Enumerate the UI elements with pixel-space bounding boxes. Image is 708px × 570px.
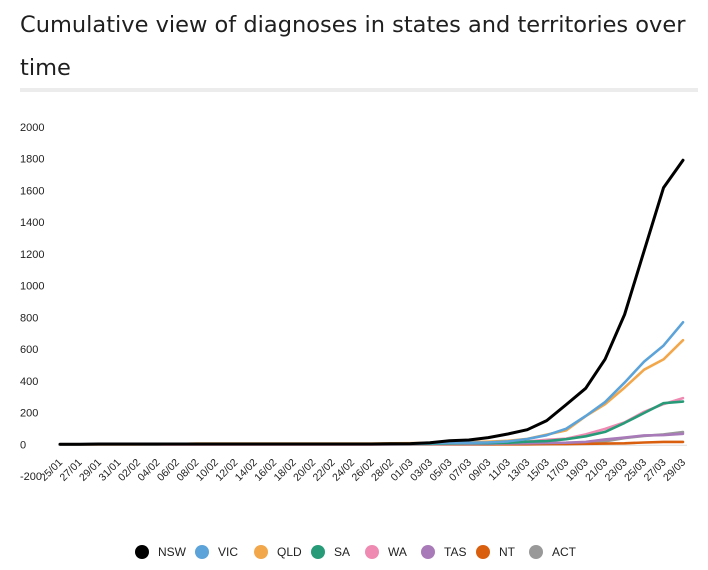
y-tick-label: 1400 xyxy=(20,217,44,229)
series-line-sa xyxy=(58,400,685,446)
legend-marker xyxy=(195,545,209,559)
legend-item-vic[interactable]: VIC xyxy=(195,545,238,559)
y-tick-label: 1600 xyxy=(20,185,44,197)
legend-marker xyxy=(254,545,268,559)
y-axis: -200 0 200 400 600 800 1000 1200 1400 1600 1800 200… xyxy=(20,122,687,483)
series-line-qld xyxy=(58,338,685,446)
title-divider xyxy=(20,88,698,92)
legend-marker xyxy=(476,545,490,559)
legend-label: WA xyxy=(388,545,407,559)
y-tick-label: 1800 xyxy=(20,154,44,166)
legend-label: SA xyxy=(334,545,350,559)
y-tick-label: 600 xyxy=(20,344,38,356)
legend-label: NSW xyxy=(158,545,187,559)
legend-label: VIC xyxy=(218,545,238,559)
x-tick-label: 29/03 xyxy=(661,457,688,484)
y-tick-label: 1200 xyxy=(20,249,44,261)
x-tick-label: 09/03 xyxy=(466,457,493,484)
legend-marker xyxy=(365,545,379,559)
y-tick-label: 2000 xyxy=(20,122,44,134)
legend-item-qld[interactable]: QLD xyxy=(254,545,302,559)
legend-marker xyxy=(421,545,435,559)
legend-label: TAS xyxy=(444,545,466,559)
legend-label: QLD xyxy=(277,545,302,559)
y-tick-label: 200 xyxy=(20,408,38,420)
legend-marker xyxy=(135,545,149,559)
legend: NSW VIC QLD SA WA TAS NT ACT xyxy=(135,545,577,559)
legend-item-wa[interactable]: WA xyxy=(365,545,407,559)
y-tick-label: 800 xyxy=(20,312,38,324)
legend-item-tas[interactable]: TAS xyxy=(421,545,466,559)
y-tick-label: 400 xyxy=(20,376,38,388)
legend-item-act[interactable]: ACT xyxy=(529,545,577,559)
chart-title: Cumulative view of diagnoses in states a… xyxy=(20,12,686,81)
y-tick-label: 0 xyxy=(20,439,26,451)
legend-marker xyxy=(311,545,325,559)
legend-item-nt[interactable]: NT xyxy=(476,545,516,559)
series-line-nsw xyxy=(58,158,685,446)
legend-marker xyxy=(529,545,543,559)
series-lines xyxy=(58,158,685,446)
series-line-wa xyxy=(58,396,685,446)
y-tick-label: 1000 xyxy=(20,281,44,293)
legend-label: NT xyxy=(499,545,516,559)
x-axis: 25/0127/0129/0131/0102/0204/0206/0208/02… xyxy=(38,457,688,484)
legend-item-nsw[interactable]: NSW xyxy=(135,545,187,559)
legend-item-sa[interactable]: SA xyxy=(311,545,350,559)
legend-label: ACT xyxy=(552,545,577,559)
y-tick-label: -200 xyxy=(20,471,42,483)
